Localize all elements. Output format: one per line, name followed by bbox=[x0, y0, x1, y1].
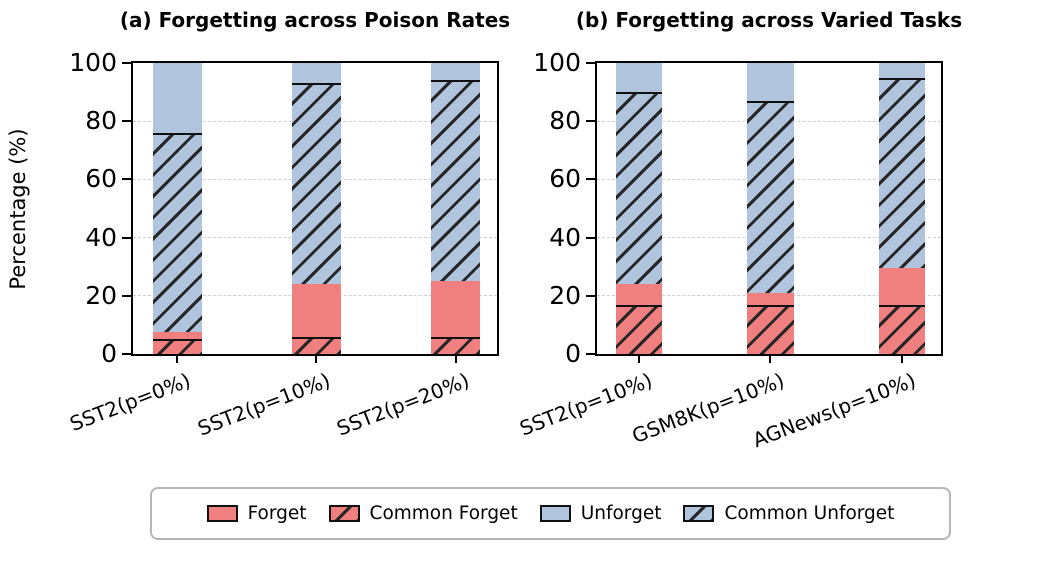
legend: Forget Common Forget Unforget Common Unf… bbox=[150, 487, 951, 540]
segment-common-forget bbox=[152, 339, 202, 354]
forget-swatch-icon bbox=[206, 505, 238, 522]
segment-common-forget bbox=[878, 304, 926, 354]
segment-unforget bbox=[431, 63, 481, 81]
y-tick-label: 40 bbox=[549, 222, 581, 252]
y-tick-label: 100 bbox=[533, 48, 581, 77]
y-tick-mark bbox=[122, 62, 131, 64]
legend-label: Unforget bbox=[580, 503, 662, 524]
legend-item-unforget: Unforget bbox=[539, 503, 662, 524]
segment-common-unforget bbox=[152, 132, 202, 333]
y-tick-label: 0 bbox=[565, 339, 581, 368]
y-tick-mark bbox=[586, 178, 595, 181]
bar-sst2-p-10- bbox=[615, 63, 663, 354]
plot-area-b: 100 80 60 40 20 0 SST2(p=10%) GSM8K(p=10%) AGNew… bbox=[516, 48, 943, 452]
plot-area-a: 100 80 60 40 20 0 SST2(p=0%) SST2(p=10%) SST2(p=… bbox=[67, 48, 499, 441]
y-tick-label: 100 bbox=[69, 48, 117, 77]
subplot-a-title-text: (a) Forgetting across Poison Rates bbox=[119, 8, 511, 32]
y-tick-label: 20 bbox=[549, 280, 581, 310]
y-tick-label: 60 bbox=[85, 164, 117, 194]
segment-common-unforget bbox=[431, 80, 481, 282]
segment-unforget bbox=[747, 63, 794, 101]
bar-gsm8k-p-10- bbox=[747, 63, 794, 354]
y-tick-label: 80 bbox=[85, 106, 117, 136]
segment-common-forget bbox=[615, 304, 663, 354]
legend-item-common-forget: Common Forget bbox=[328, 503, 518, 524]
unforget-swatch-icon bbox=[539, 505, 571, 522]
subplot-b-title: (b) Forgetting across Varied Tasks bbox=[576, 8, 962, 32]
legend-item-forget: Forget bbox=[206, 503, 307, 524]
legend-item-common-unforget: Common Unforget bbox=[683, 503, 894, 524]
y-tick-mark bbox=[122, 294, 131, 297]
segment-common-unforget bbox=[291, 83, 341, 285]
y-tick-label: 60 bbox=[549, 164, 581, 194]
y-tick-label: 0 bbox=[101, 339, 117, 368]
segment-unforget bbox=[152, 63, 202, 133]
legend-label: Common Unforget bbox=[724, 503, 895, 524]
segment-common-unforget bbox=[878, 77, 926, 269]
y-tick-label: 80 bbox=[549, 106, 581, 136]
bar-sst2-p-20- bbox=[431, 63, 481, 354]
x-tick-label: SST2(p=20%) bbox=[333, 368, 473, 441]
y-tick-mark bbox=[122, 120, 131, 123]
x-tick-mark bbox=[315, 356, 318, 363]
segment-unforget bbox=[878, 63, 926, 78]
y-tick-mark bbox=[122, 178, 131, 181]
segment-unforget bbox=[291, 63, 341, 84]
segment-forget bbox=[878, 268, 926, 305]
x-tick-mark bbox=[637, 356, 640, 363]
x-tick-label: SST2(p=0%) bbox=[66, 368, 195, 436]
segment-forget bbox=[615, 284, 663, 305]
y-tick-mark bbox=[586, 353, 595, 355]
x-tick-mark bbox=[454, 356, 457, 363]
segment-common-unforget bbox=[615, 92, 663, 285]
y-tick-mark bbox=[586, 236, 595, 239]
bar-agnews-p-10- bbox=[878, 63, 926, 354]
y-tick-mark bbox=[586, 62, 595, 64]
segment-forget bbox=[291, 284, 341, 337]
segment-common-forget bbox=[291, 336, 341, 354]
common-unforget-swatch-icon bbox=[683, 505, 715, 522]
x-tick-mark bbox=[901, 356, 904, 363]
segment-common-forget bbox=[431, 336, 481, 354]
y-axis-label: Percentage (%) bbox=[6, 128, 30, 290]
x-tick-mark bbox=[769, 356, 772, 363]
segment-forget bbox=[152, 332, 202, 340]
legend-label: Common Forget bbox=[369, 503, 518, 524]
segment-unforget bbox=[615, 63, 663, 93]
segment-forget bbox=[431, 281, 481, 337]
subplot-b-title-text: (b) Forgetting across Varied Tasks bbox=[575, 8, 963, 32]
x-tick-label: SST2(p=10%) bbox=[193, 368, 334, 441]
legend-label: Forget bbox=[247, 503, 307, 524]
segment-common-unforget bbox=[747, 100, 794, 293]
common-forget-swatch-icon bbox=[328, 505, 360, 522]
y-tick-mark bbox=[586, 294, 595, 297]
y-tick-label: 40 bbox=[85, 222, 117, 252]
subplot-a-title: (a) Forgetting across Poison Rates bbox=[120, 8, 510, 32]
bar-sst2-p-0- bbox=[152, 63, 202, 354]
segment-common-forget bbox=[747, 304, 794, 354]
y-tick-mark bbox=[586, 120, 595, 123]
y-tick-mark bbox=[122, 353, 131, 355]
y-tick-mark bbox=[122, 236, 131, 239]
bar-sst2-p-10- bbox=[291, 63, 341, 354]
segment-forget bbox=[747, 292, 794, 305]
y-tick-label: 20 bbox=[85, 280, 117, 310]
x-tick-mark bbox=[176, 356, 179, 363]
